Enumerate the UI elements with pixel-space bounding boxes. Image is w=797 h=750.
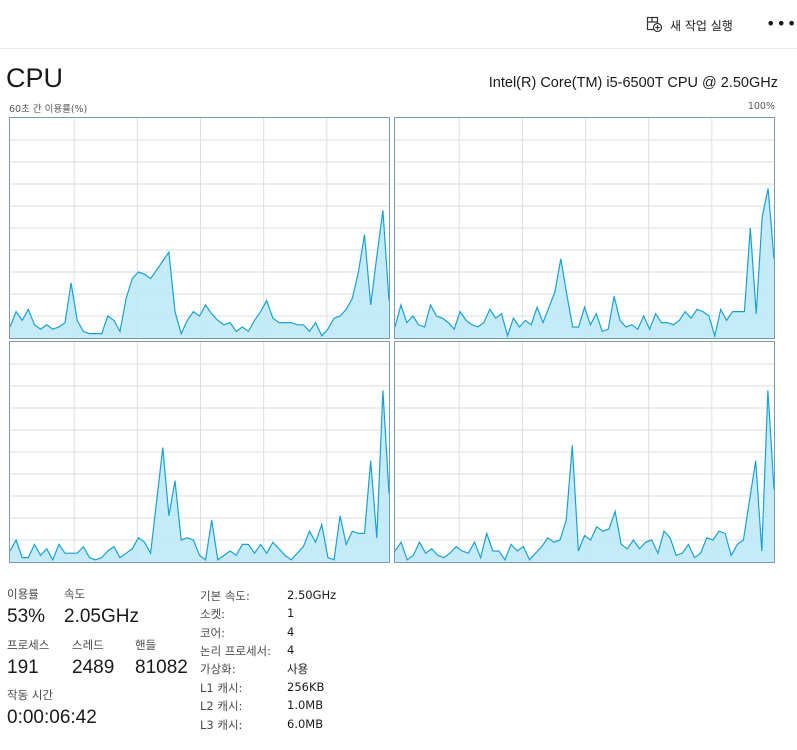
handles-value: 81082	[135, 657, 188, 678]
virtualization-label: 가상화:	[200, 662, 236, 676]
l2-cache-label: L2 캐시:	[200, 699, 243, 713]
speed-value: 2.05GHz	[64, 606, 139, 627]
page-title: CPU	[6, 63, 64, 93]
core-graph-3	[9, 341, 390, 563]
processor-name: Intel(R) Core(TM) i5-6500T CPU @ 2.50GHz	[488, 75, 778, 91]
usage-line	[10, 390, 389, 562]
core-graph-4	[394, 341, 775, 563]
sockets-label: 소켓:	[200, 607, 226, 621]
l1-cache-label: L1 캐시:	[200, 681, 243, 695]
virtualization-value: 사용	[287, 662, 309, 676]
core-usage-chart	[395, 342, 774, 562]
threads-value: 2489	[72, 657, 115, 678]
handles-label: 핸들	[135, 638, 157, 652]
logical-processors-value: 4	[287, 643, 295, 657]
usage-area	[10, 390, 389, 562]
usage-line	[395, 390, 774, 562]
top-toolbar: 새 작업 실행 •••	[0, 0, 797, 49]
core-graph-1	[9, 117, 390, 339]
threads-label: 스레드	[72, 638, 104, 652]
more-options-button[interactable]: •••	[766, 14, 797, 33]
run-new-task-label: 새 작업 실행	[670, 18, 733, 33]
l1-cache-value: 256KB	[287, 680, 325, 694]
graph-max-label: 100%	[747, 101, 775, 112]
new-task-icon	[646, 16, 663, 35]
l3-cache-label: L3 캐시:	[200, 718, 243, 732]
core-usage-chart	[395, 118, 774, 338]
core-graph-2	[394, 117, 775, 339]
uptime-label: 작동 시간	[7, 688, 53, 702]
logical-processors-label: 논리 프로세서:	[200, 644, 272, 658]
graph-axis-label: 60초 간 이용률(%)	[9, 104, 88, 115]
processes-value: 191	[7, 657, 39, 678]
usage-area	[10, 210, 389, 338]
core-usage-chart	[10, 342, 389, 562]
processes-label: 프로세스	[7, 638, 50, 652]
usage-line	[10, 210, 389, 337]
core-usage-chart	[10, 118, 389, 338]
cores-value: 4	[287, 625, 295, 639]
l3-cache-value: 6.0MB	[287, 717, 324, 731]
run-new-task-button[interactable]: 새 작업 실행	[646, 14, 733, 36]
uptime-value: 0:00:06:42	[7, 707, 97, 728]
utilization-label: 이용률	[7, 587, 39, 601]
base-speed-value: 2.50GHz	[287, 588, 337, 602]
usage-line	[395, 188, 774, 338]
cores-label: 코어:	[200, 626, 226, 640]
utilization-value: 53%	[7, 606, 46, 627]
speed-label: 속도	[64, 587, 86, 601]
sockets-value: 1	[287, 606, 295, 620]
l2-cache-value: 1.0MB	[287, 698, 324, 712]
base-speed-label: 기본 속도:	[200, 589, 250, 603]
